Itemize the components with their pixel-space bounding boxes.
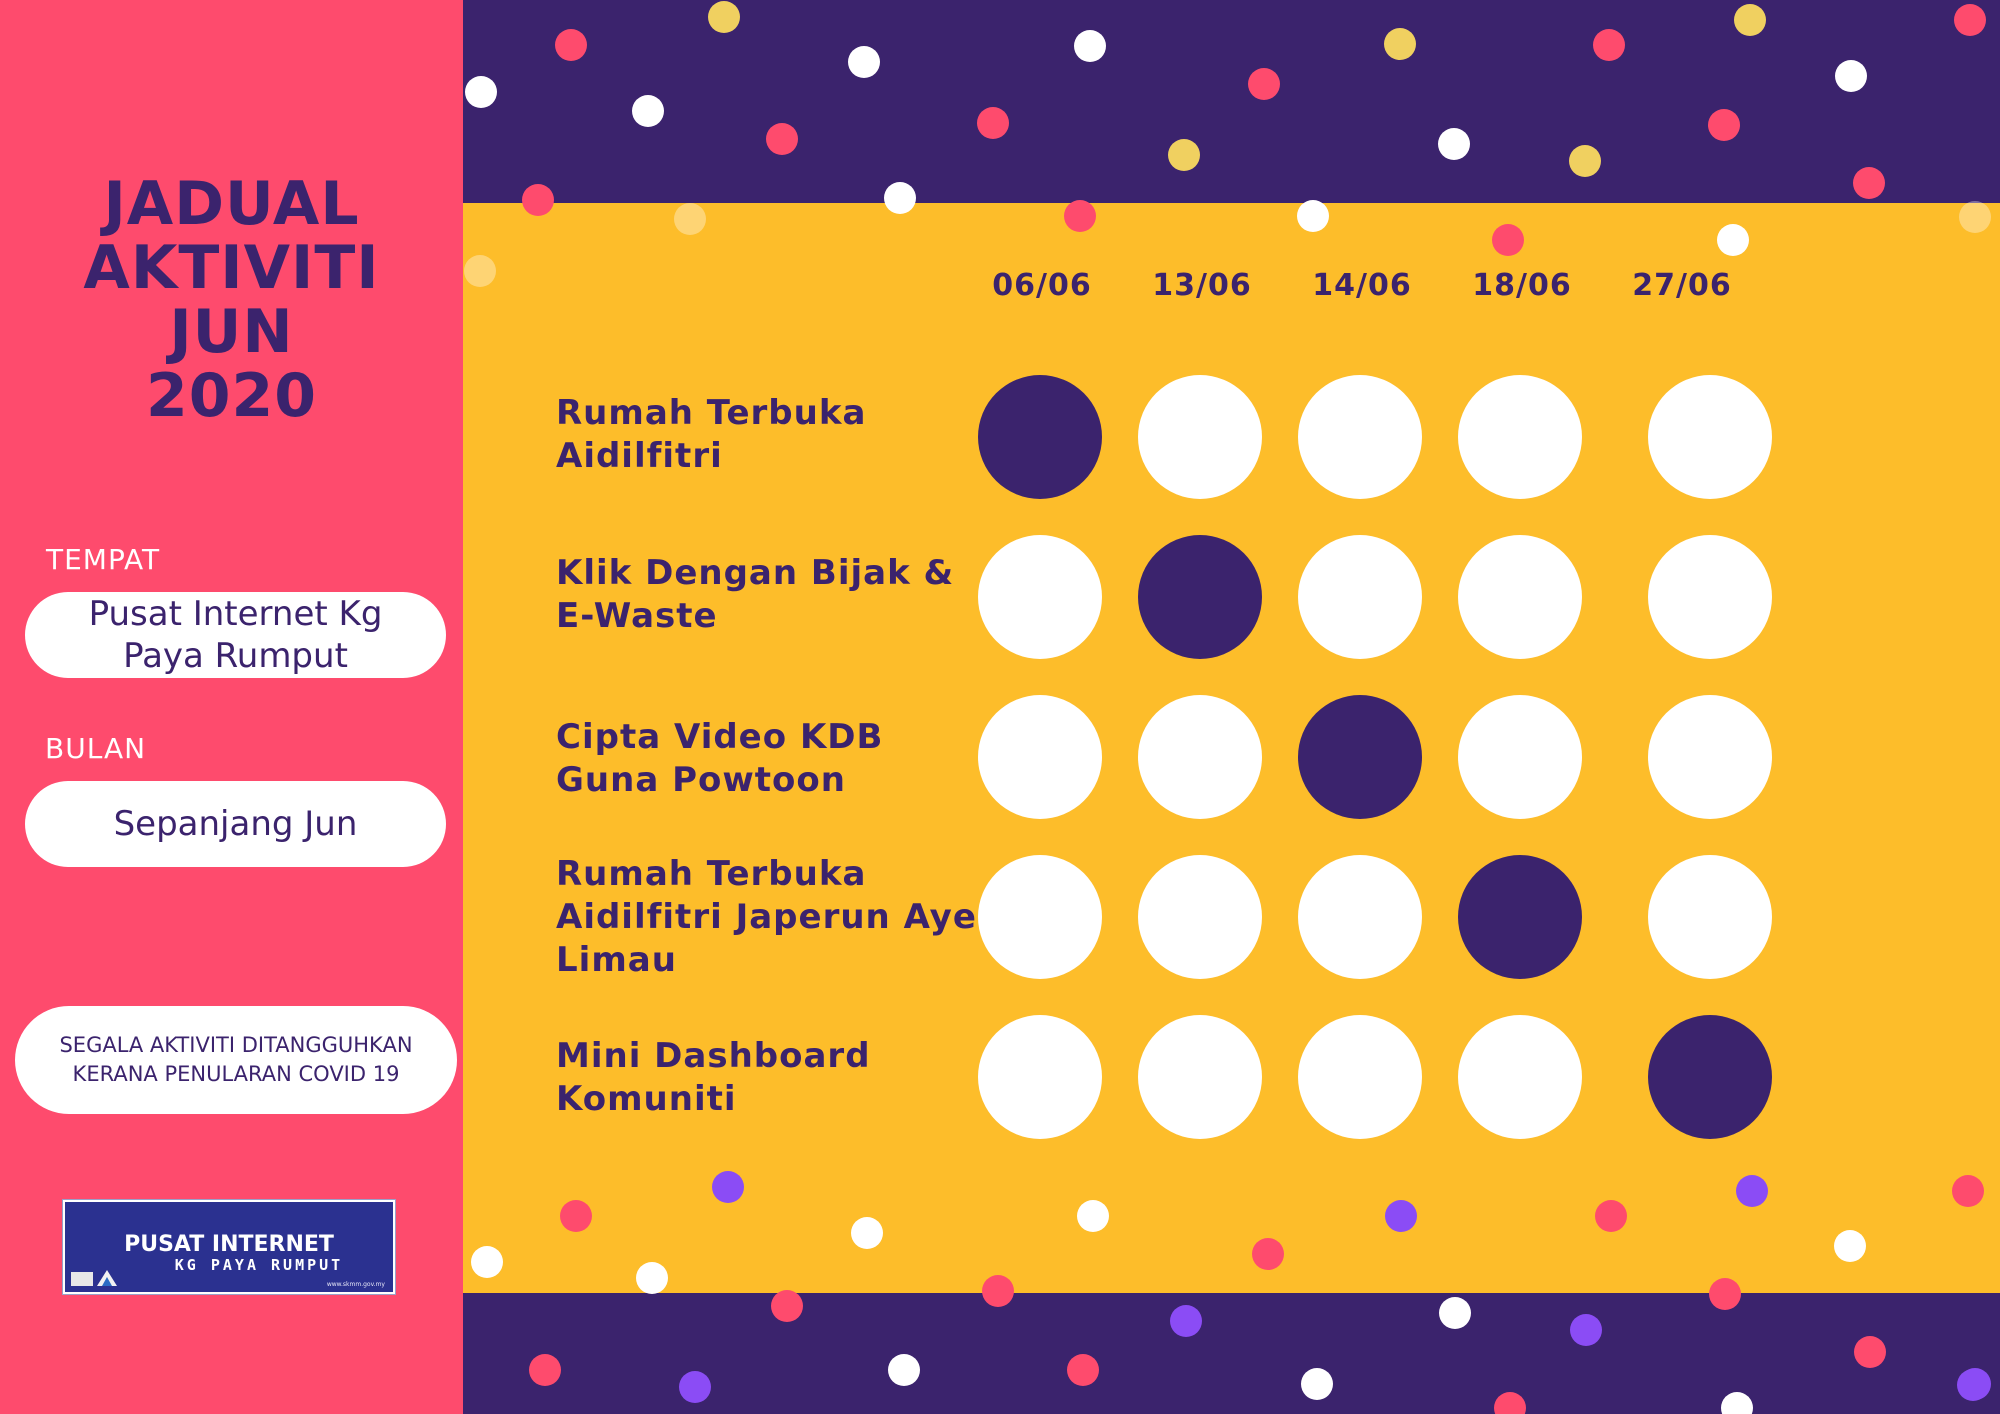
date-header-2: 13/06 [1152,268,1252,303]
confetti-dot [851,1217,883,1249]
activity-2: Klik Dengan Bijak & E-Waste [556,553,955,636]
date-header-3: 14/06 [1312,268,1412,303]
confetti-dot [464,255,496,287]
schedule-dot [1138,855,1262,979]
schedule-dot-active [978,375,1102,499]
schedule-dot [1648,695,1772,819]
agency-emblem-icon [71,1268,123,1288]
confetti-dot [712,1171,744,1203]
confetti-dot [1959,201,1991,233]
schedule-dot [1458,695,1582,819]
schedule-dot [1458,375,1582,499]
title-line-4: 2020 [146,361,317,431]
schedule-dot [1298,1015,1422,1139]
schedule-dot [1298,535,1422,659]
notice-line-1: SEGALA AKTIVITI DITANGGUHKAN [59,1033,413,1057]
top-confetti-band [463,0,2000,203]
notice-box: SEGALA AKTIVITI DITANGGUHKAN KERANA PENU… [15,1006,457,1114]
confetti-dot [471,1246,503,1278]
schedule-dot [1458,535,1582,659]
tempat-value-box: Pusat Internet Kg Paya Rumput [25,592,446,678]
tempat-value-line-1: Pusat Internet Kg [88,594,383,634]
confetti-dot [1077,1200,1109,1232]
title-line-1: JADUAL [103,169,360,239]
activity-3: Cipta Video KDB Guna Powtoon [556,717,884,800]
schedule-dot-active [1458,855,1582,979]
schedule-dot [1138,695,1262,819]
schedule-dot [978,535,1102,659]
confetti-dot [1385,1200,1417,1232]
confetti-dot [1492,224,1524,256]
schedule-dot [1298,375,1422,499]
pusat-internet-logo: PUSAT INTERNET KG PAYA RUMPUT www.skmm.g… [63,1200,395,1294]
schedule-dot [1298,855,1422,979]
confetti-dot [1834,1230,1866,1262]
bulan-value: Sepanjang Jun [113,804,358,844]
confetti-dot [1064,200,1096,232]
date-header-4: 18/06 [1472,268,1572,303]
logo-url: www.skmm.gov.my [326,1281,385,1288]
title-line-2: AKTIVITI [83,233,380,303]
activity-4: Rumah Terbuka Aidilfitri Japerun Ayer Li… [556,854,995,980]
schedule-dot [978,1015,1102,1139]
schedule-dot [1138,375,1262,499]
bottom-confetti-band [463,1293,2000,1414]
confetti-dot [1252,1238,1284,1270]
notice-line-2: KERANA PENULARAN COVID 19 [72,1062,400,1086]
schedule-dot [1648,375,1772,499]
confetti-dot [636,1262,668,1294]
schedule-dot [978,855,1102,979]
confetti-dot [1736,1175,1768,1207]
activity-1: Rumah Terbuka Aidilfitri [556,393,867,476]
sidebar [0,0,463,1414]
bulan-label: BULAN [45,732,147,765]
date-header-1: 06/06 [992,268,1092,303]
schedule-dot [1138,1015,1262,1139]
tempat-value-line-2: Paya Rumput [123,636,348,676]
schedule-dot [1648,855,1772,979]
confetti-dot [1297,200,1329,232]
schedule-dot [978,695,1102,819]
schedule-dot [1648,535,1772,659]
confetti-dot [674,203,706,235]
confetti-dot [1952,1175,1984,1207]
confetti-dot [1717,224,1749,256]
schedule-dot-active [1138,535,1262,659]
confetti-dot [1595,1200,1627,1232]
logo-line-1: PUSAT INTERNET [124,1232,334,1257]
tempat-label: TEMPAT [46,543,161,576]
activity-5: Mini Dashboard Komuniti [556,1036,871,1119]
schedule-dot [1458,1015,1582,1139]
schedule-dot-active [1648,1015,1772,1139]
logo-line-2: KG PAYA RUMPUT [174,1256,344,1274]
schedule-dot-active [1298,695,1422,819]
confetti-dot [560,1200,592,1232]
title-line-3: JUN [169,297,294,367]
bulan-value-box: Sepanjang Jun [25,781,446,867]
date-header-5: 27/06 [1632,268,1732,303]
